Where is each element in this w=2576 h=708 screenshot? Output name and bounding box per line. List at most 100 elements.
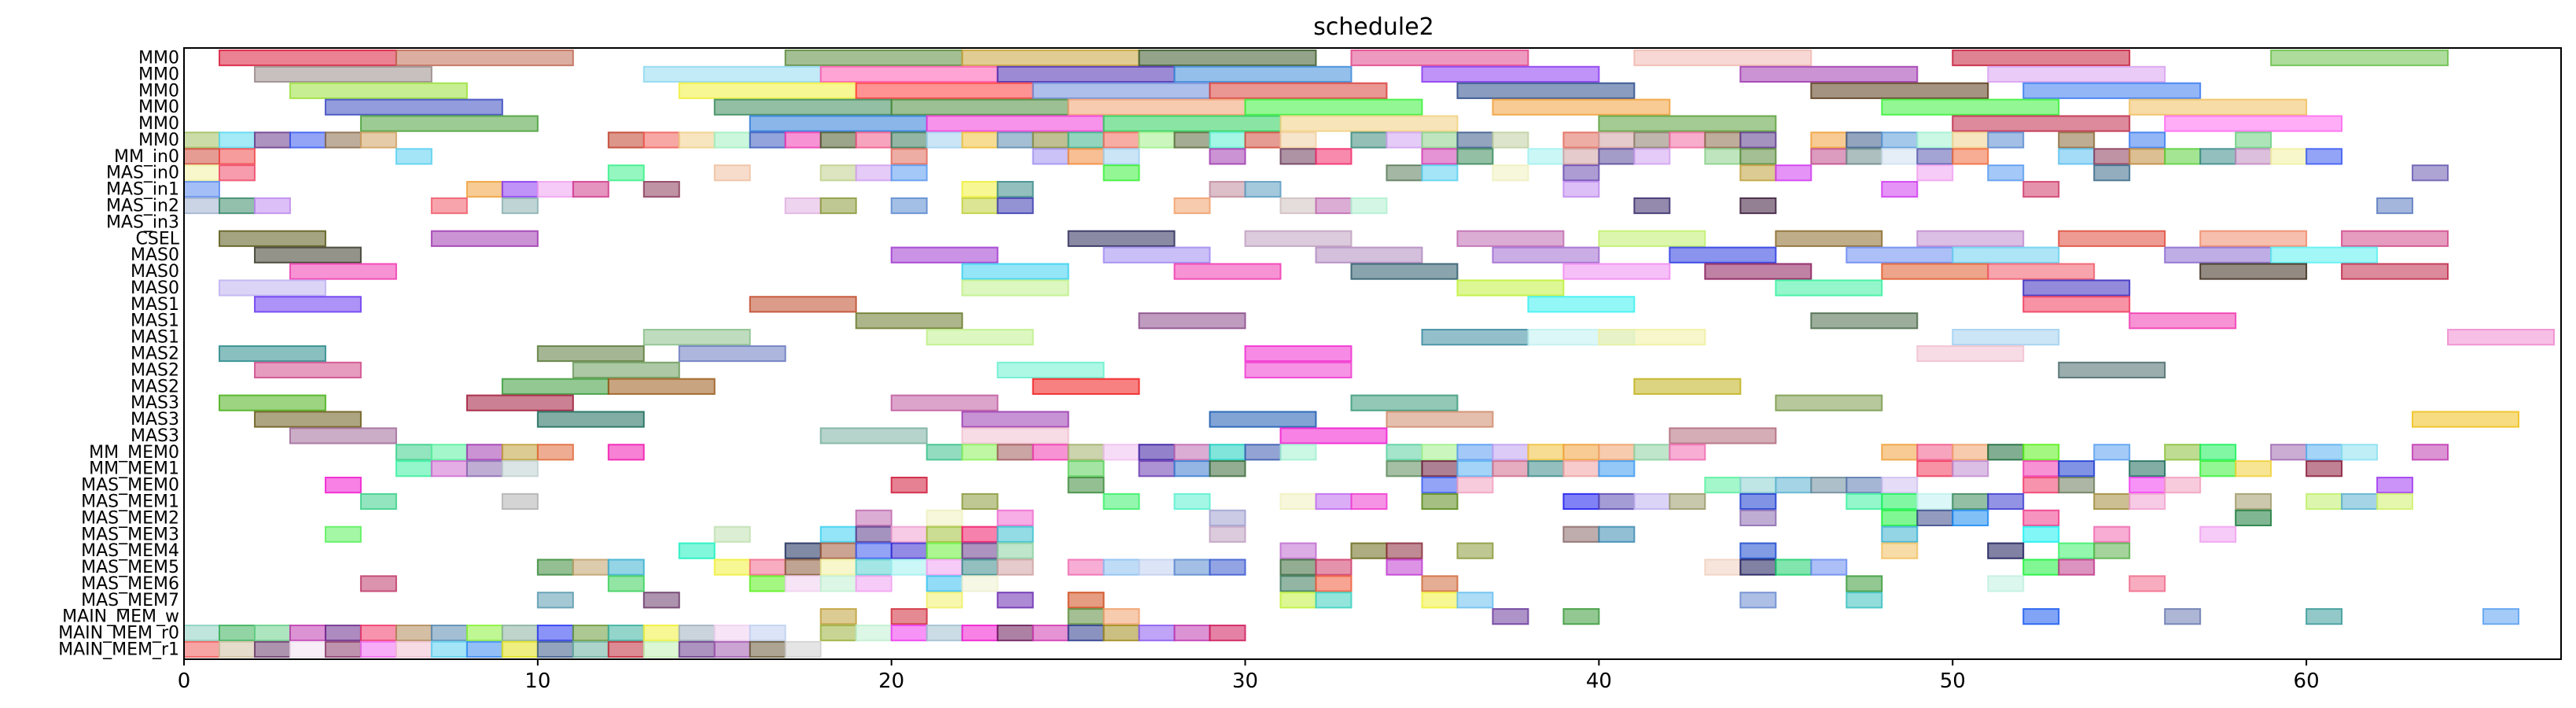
task-bar [2376, 197, 2414, 215]
task-bar [1739, 509, 1777, 526]
task-bar [1527, 460, 1565, 478]
task-bar [1421, 476, 1459, 494]
row-label: MM0 [138, 114, 179, 134]
task-bar [1775, 279, 1883, 297]
task-bar [2022, 608, 2060, 625]
task-bar [536, 592, 574, 609]
task-bar [1244, 181, 1282, 198]
row-label: MAS_in3 [106, 212, 179, 232]
task-bar [855, 164, 892, 182]
task-bar [996, 542, 1034, 559]
task-bar [961, 525, 999, 543]
task-bar [2199, 460, 2237, 478]
row-label: MAS0 [131, 262, 179, 282]
row-label: MAS0 [131, 245, 179, 265]
task-bar [359, 492, 397, 511]
task-bar [607, 378, 716, 395]
task-bar [359, 131, 397, 149]
task-bar [855, 312, 963, 330]
task-bar [1846, 575, 1883, 592]
task-bar [749, 296, 857, 313]
task-bar [713, 624, 751, 642]
task-bar [536, 444, 574, 461]
task-bar [359, 575, 397, 592]
task-bar [1633, 131, 1671, 149]
task-bar [1350, 492, 1388, 511]
task-bar [1244, 345, 1352, 363]
task-bar [572, 640, 609, 658]
x-tick-label: 50 [1940, 669, 1966, 693]
task-bar [501, 460, 539, 478]
task-bar [855, 82, 1034, 99]
task-bar [1987, 131, 2025, 149]
task-bar [1952, 131, 1989, 149]
x-axis: 0 10 20 30 40 50 60 [178, 659, 2320, 693]
task-bar [713, 98, 892, 116]
task-bar [1386, 131, 1423, 149]
task-bar [890, 476, 928, 494]
task-bar [1421, 492, 1459, 511]
task-bar [1598, 492, 1636, 511]
task-bar [253, 246, 362, 264]
task-bar [1916, 345, 2025, 363]
task-bar [253, 411, 362, 428]
task-bar [890, 624, 928, 642]
row-label: MM_MEM1 [89, 459, 179, 479]
task-bar [395, 148, 432, 165]
task-bar [1102, 148, 1140, 165]
task-bar [1421, 592, 1459, 609]
task-bar [1739, 492, 1777, 511]
task-bar [890, 246, 999, 264]
task-bar [183, 131, 220, 149]
task-bar [2129, 148, 2166, 165]
task-bar [855, 542, 892, 559]
task-bar [1067, 98, 1246, 116]
task-bar [1209, 460, 1246, 478]
task-bar [819, 608, 857, 625]
task-bar [890, 98, 1069, 116]
task-bar [819, 65, 999, 83]
task-bar [749, 640, 786, 658]
task-bar [926, 559, 963, 576]
task-bar [1562, 164, 1600, 182]
task-bar [324, 624, 362, 642]
task-bar [1386, 542, 1423, 559]
task-bar [1138, 444, 1176, 461]
task-bar [607, 624, 645, 642]
task-bar [1032, 131, 1069, 149]
x-tick-label: 10 [524, 669, 550, 693]
row-label: MAIN_MEM_r0 [58, 624, 179, 643]
task-bar [501, 624, 539, 642]
task-bar [2164, 246, 2272, 264]
task-bar [1173, 492, 1211, 511]
task-bar [1739, 148, 1777, 165]
task-bar [1492, 444, 1529, 461]
task-bar [996, 592, 1034, 609]
task-bar [2164, 115, 2343, 132]
task-bar [1881, 525, 1919, 543]
task-bar [253, 197, 291, 215]
task-bar [572, 181, 609, 198]
task-bar [1987, 575, 2025, 592]
task-bar [324, 640, 362, 658]
task-bar [1350, 49, 1529, 67]
task-bar [1952, 115, 2131, 132]
row-label: MM0 [138, 81, 179, 101]
task-bar [961, 411, 1069, 428]
task-bar [1633, 378, 1742, 395]
task-bar [501, 444, 539, 461]
task-bar [2306, 460, 2343, 478]
task-bar [996, 181, 1034, 198]
task-bar [501, 640, 539, 658]
task-bar [2129, 492, 2166, 511]
task-bar [607, 164, 645, 182]
task-bar [607, 640, 645, 658]
task-bar [1421, 460, 1459, 478]
task-bar [2306, 444, 2343, 461]
task-bar [1102, 164, 1140, 182]
task-bar [1421, 148, 1459, 165]
task-bar [183, 640, 220, 658]
task-bar [1067, 559, 1105, 576]
task-bar [1952, 460, 1989, 478]
task-bar [926, 592, 963, 609]
